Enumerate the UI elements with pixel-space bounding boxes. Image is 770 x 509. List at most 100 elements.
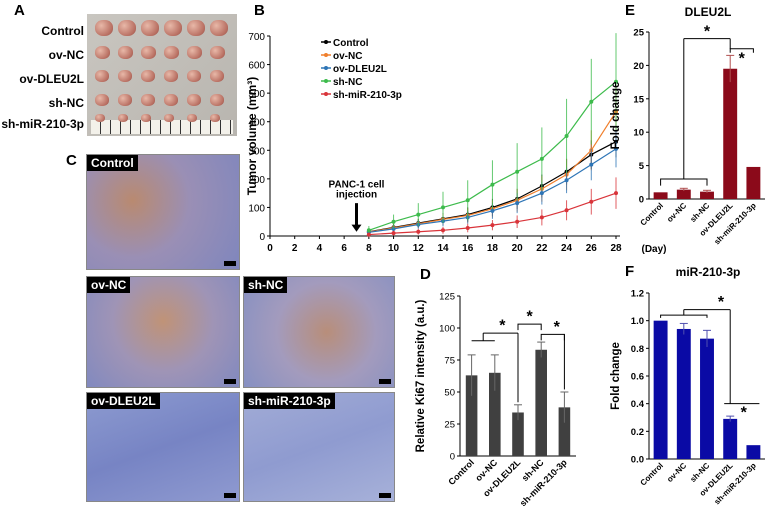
histology-label: Control <box>87 155 138 171</box>
bar <box>676 328 691 459</box>
legend-label: sh-NC <box>333 77 362 88</box>
scale-bar <box>379 493 391 498</box>
annotation-text: injection <box>336 189 377 200</box>
data-point <box>465 226 470 230</box>
bar <box>723 68 738 200</box>
panel-label-c: C <box>66 152 77 169</box>
y-tick-label: 0.4 <box>631 399 645 410</box>
y-tick-label: 0 <box>259 232 265 243</box>
x-tick-label: 10 <box>388 243 400 254</box>
tumor-specimen <box>164 114 174 122</box>
data-point <box>614 191 618 196</box>
bar <box>512 412 524 456</box>
series-sh-miR-210-3p <box>366 177 618 237</box>
scale-bar <box>224 261 236 266</box>
tumor-specimen <box>210 20 228 36</box>
category-label: ov-NC <box>665 461 688 484</box>
category-label: sh-miR-210-3p <box>712 461 757 506</box>
panel-label-b: B <box>254 2 265 19</box>
tumor-specimen <box>210 94 224 106</box>
tumor-specimen <box>141 46 156 59</box>
y-tick-label: 0.8 <box>631 344 644 355</box>
x-tick-label: 18 <box>487 243 499 254</box>
tumor-specimen <box>118 20 136 36</box>
scale-bar <box>379 379 391 384</box>
y-tick-label: 5 <box>639 161 645 172</box>
photo-row-label-control: Control <box>41 24 84 38</box>
photo-row-label-sh-nc: sh-NC <box>48 96 84 110</box>
y-axis-label: Relative Ki67 intensity (a.u.) <box>415 299 427 452</box>
x-tick-label: 26 <box>586 243 598 254</box>
data-point <box>515 219 520 224</box>
tumor-specimen <box>164 46 179 59</box>
y-tick-label: 0.6 <box>631 372 644 383</box>
significance-star: * <box>718 294 725 311</box>
chart-title: miR-210-3p <box>676 265 741 279</box>
significance-star: * <box>739 50 746 67</box>
y-axis-label: Fold change <box>610 342 622 410</box>
bar <box>746 445 761 459</box>
legend-label: sh-miR-210-3p <box>333 90 402 101</box>
data-point <box>391 231 396 236</box>
y-tick-label: 400 <box>248 118 265 129</box>
panel-label-f: F <box>625 263 635 280</box>
significance-star: * <box>741 405 748 422</box>
x-tick-label: 6 <box>341 243 347 254</box>
photo-row-label-sh-mir: sh-miR-210-3p <box>1 117 84 131</box>
y-tick-label: 0 <box>639 195 644 206</box>
y-tick-label: 100 <box>248 203 265 214</box>
tumor-specimen <box>118 70 132 82</box>
bar <box>653 320 668 459</box>
panel-label-d: D <box>420 266 431 283</box>
category-label: ov-NC <box>665 201 688 224</box>
chart-title: DLEU2L <box>685 5 732 19</box>
histology-image-ov-dleu2l: ov-DLEU2L <box>86 392 240 502</box>
tumor-specimen <box>210 114 220 122</box>
bar <box>746 166 761 199</box>
tumor-specimen <box>187 114 197 122</box>
scale-bar <box>224 379 236 384</box>
x-tick-label: 14 <box>437 243 449 254</box>
x-tick-label: 8 <box>366 243 372 254</box>
y-tick-label: 0.0 <box>631 455 644 466</box>
x-tick-label: 24 <box>561 243 573 254</box>
legend-marker <box>324 40 328 44</box>
y-tick-label: 0.2 <box>631 427 644 438</box>
x-tick-label: 20 <box>512 243 524 254</box>
x-tick-label: 2 <box>292 243 298 254</box>
data-point <box>515 169 520 174</box>
histology-image-control: Control <box>86 154 240 270</box>
significance-star: * <box>526 309 533 326</box>
data-point <box>589 162 594 167</box>
tumor-specimen <box>187 20 205 36</box>
data-point <box>515 201 520 206</box>
y-axis-label: Fold change <box>610 82 622 150</box>
series-sh-NC <box>366 33 618 235</box>
panel-label-e: E <box>625 2 636 19</box>
histology-label: sh-NC <box>244 277 288 293</box>
legend-marker <box>324 79 328 83</box>
bar <box>653 192 668 199</box>
histology-image-sh-nc: sh-NC <box>243 276 395 388</box>
panel-label-a: A <box>14 2 25 19</box>
tumor-specimen <box>95 114 105 122</box>
photo-row-label-ov-nc: ov-NC <box>48 48 84 62</box>
tumor-specimen <box>95 46 110 59</box>
data-point <box>589 99 594 104</box>
x-tick-label: 16 <box>462 243 474 254</box>
data-point <box>490 208 495 213</box>
significance-bracket <box>729 48 754 53</box>
data-point <box>614 146 618 151</box>
data-point <box>441 228 445 233</box>
tumor-specimen <box>141 20 159 36</box>
data-point <box>539 156 544 161</box>
significance-bracket <box>517 323 542 331</box>
data-point <box>465 198 470 203</box>
tumor-specimen <box>95 70 109 82</box>
tumor-specimen <box>187 94 201 106</box>
data-point <box>366 232 371 237</box>
y-tick-label: 25 <box>633 28 644 39</box>
tumor-specimen <box>187 70 201 82</box>
tumor-specimen <box>118 94 132 106</box>
